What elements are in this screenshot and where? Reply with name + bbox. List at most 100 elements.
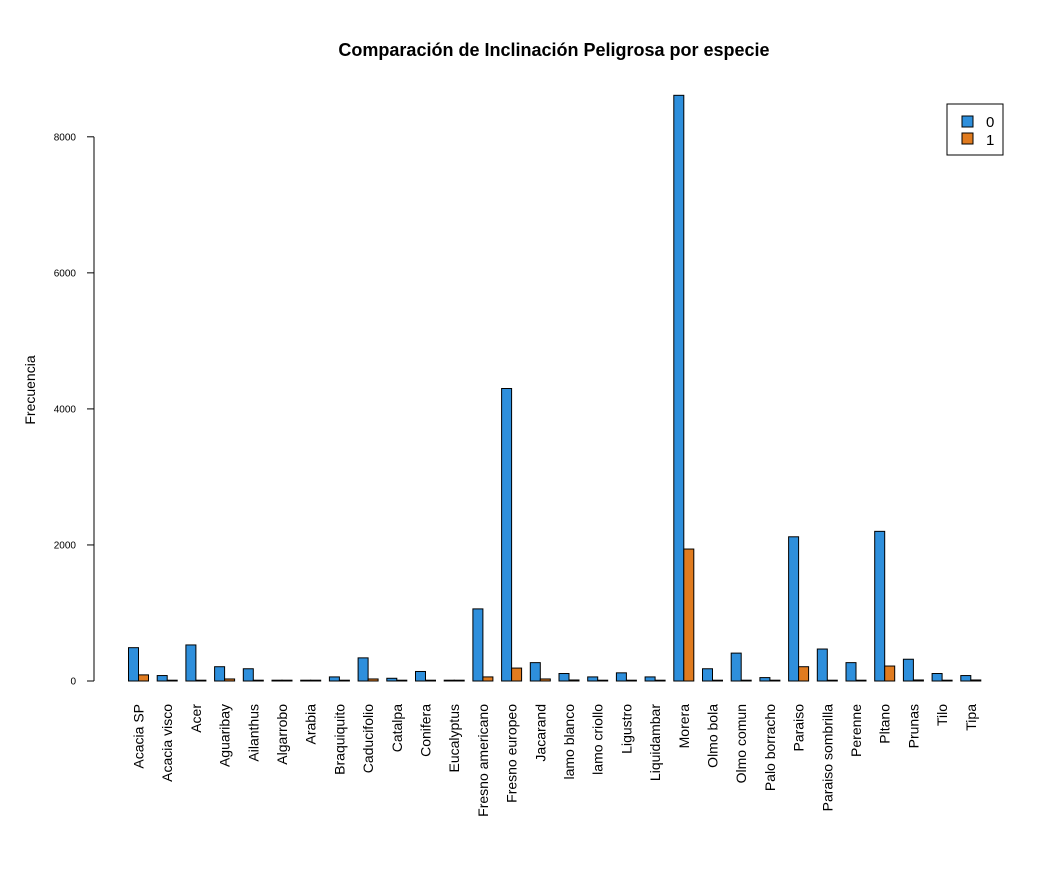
bar-series-0 <box>443 679 455 682</box>
bar-series-1 <box>138 674 149 682</box>
x-tick-label: Fresno europeo <box>504 704 520 803</box>
x-tick-label: Conifera <box>418 704 434 757</box>
bar-series-1 <box>740 679 752 682</box>
bar-series-0 <box>960 675 972 682</box>
bar-series-1 <box>396 679 408 682</box>
bar-series-0 <box>730 652 742 682</box>
y-tick-label: 8000 <box>54 132 77 143</box>
bar-series-0 <box>845 662 857 682</box>
chart-title: Comparación de Inclinación Peligrosa por… <box>338 40 769 60</box>
bar-series-0 <box>472 608 484 682</box>
x-tick-label: Catalpa <box>389 704 405 752</box>
y-tick-label: 6000 <box>54 268 77 279</box>
bar-series-0 <box>644 676 656 682</box>
bar-series-1 <box>912 679 924 682</box>
legend-box <box>946 103 1004 156</box>
x-tick-label: Prunas <box>905 704 921 748</box>
bar-series-0 <box>300 679 312 682</box>
x-tick-label: Pltano <box>877 704 893 744</box>
x-tick-label: Caducifolio <box>360 704 376 773</box>
bar-series-1 <box>482 676 494 682</box>
y-tick-label: 4000 <box>54 404 77 415</box>
legend: 0 1 <box>946 103 1004 156</box>
bar-series-1 <box>712 679 723 682</box>
x-tick-label: Tilo <box>934 704 950 726</box>
bar-series-0 <box>357 657 369 682</box>
x-tick-label: lamo criollo <box>590 704 606 775</box>
bar-series-0 <box>902 658 914 682</box>
x-tick-label: Fresno americano <box>475 704 491 817</box>
x-tick-label: Arabia <box>303 704 319 745</box>
bar-series-0 <box>185 644 197 682</box>
bar-series-1 <box>195 679 207 682</box>
x-tick-label: Perenne <box>848 704 864 757</box>
x-tick-label: Olmo bola <box>705 704 721 768</box>
bar-series-1 <box>252 679 264 682</box>
bar-series-0 <box>816 648 828 682</box>
legend-label-1: 1 <box>986 132 994 149</box>
bar-series-0 <box>128 647 139 682</box>
bar-series-1 <box>539 678 551 682</box>
bar-series-0 <box>931 673 943 682</box>
bar-series-1 <box>597 679 609 682</box>
x-tick-label: Algarrobo <box>274 704 290 765</box>
bar-series-1 <box>798 666 810 682</box>
x-tick-label: Jacarand <box>532 704 548 762</box>
x-tick-label: Liquidambar <box>647 704 663 781</box>
bar-series-0 <box>587 676 599 682</box>
bar-series-0 <box>788 536 800 682</box>
bar-series-1 <box>568 679 580 682</box>
x-tick-label: Aguaribay <box>217 704 233 767</box>
bar-series-0 <box>214 666 226 682</box>
x-tick-label: Paraiso sombrilla <box>819 704 835 812</box>
bar-series-1 <box>941 679 953 682</box>
bar-series-1 <box>224 678 236 682</box>
bar-series-0 <box>156 675 168 682</box>
bar-series-0 <box>702 668 713 682</box>
x-tick-label: Olmo comun <box>733 704 749 783</box>
bar-series-1 <box>338 679 350 682</box>
x-tick-label: Palo borracho <box>762 704 778 791</box>
bar-series-0 <box>271 679 283 682</box>
bar-series-0 <box>386 677 398 682</box>
bar-series-1 <box>511 667 523 682</box>
bars <box>128 94 982 682</box>
x-tick-label: Ailanthus <box>245 704 261 762</box>
x-tick-label: Morera <box>676 704 692 749</box>
bar-series-0 <box>673 94 685 682</box>
x-tick-label: Acer <box>188 704 204 733</box>
x-tick-label: Acacia visco <box>159 704 175 782</box>
bar-series-1 <box>281 679 293 682</box>
bar-series-0 <box>242 668 254 682</box>
bar-series-1 <box>855 679 867 682</box>
bar-series-1 <box>683 548 695 682</box>
x-tick-label: lamo blanco <box>561 704 577 780</box>
y-tick-label: 2000 <box>54 540 77 551</box>
legend-swatch-0 <box>961 115 974 128</box>
legend-label-0: 0 <box>986 114 994 131</box>
bar-series-0 <box>501 388 513 682</box>
bar-series-1 <box>654 679 666 682</box>
bar-series-0 <box>415 670 426 682</box>
bar-series-0 <box>529 662 541 682</box>
bar-series-1 <box>367 678 379 682</box>
x-tick-label: Ligustro <box>618 704 634 754</box>
bar-series-0 <box>874 530 886 682</box>
x-tick-label: Paraiso <box>791 704 807 752</box>
y-axis-label: Frecuencia <box>22 355 38 424</box>
bar-series-1 <box>453 679 465 682</box>
x-tick-label: Tipa <box>963 704 979 731</box>
bar-series-1 <box>769 679 781 682</box>
bar-series-1 <box>826 679 838 682</box>
bar-series-1 <box>970 679 982 682</box>
bar-series-0 <box>615 672 627 682</box>
bar-series-0 <box>558 673 570 682</box>
y-axis: 0 2000 4000 6000 8000 <box>54 132 95 688</box>
legend-swatch-1 <box>961 132 974 145</box>
bar-series-1 <box>884 665 896 682</box>
bar-series-0 <box>759 677 771 682</box>
bar-series-1 <box>166 679 178 682</box>
x-tick-label: Braquiquito <box>331 704 347 775</box>
bar-series-0 <box>328 676 340 682</box>
